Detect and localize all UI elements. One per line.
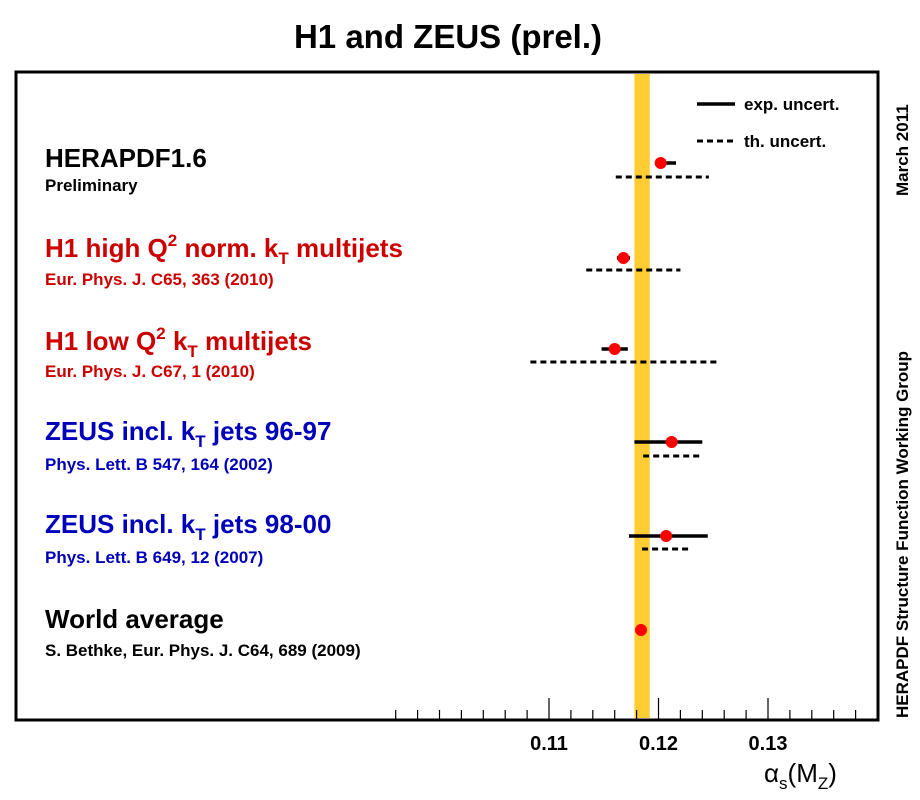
series-name: HERAPDF1.6 (45, 143, 207, 173)
series-reference: Eur. Phys. J. C65, 363 (2010) (45, 270, 274, 289)
side-note-bottom: HERAPDF Structure Function Working Group (893, 351, 912, 718)
x-tick-label: 0.12 (639, 733, 678, 755)
series-reference: Eur. Phys. J. C67, 1 (2010) (45, 362, 255, 381)
series-name: ZEUS incl. kT jets 98-00 (45, 509, 331, 544)
x-axis-label: αs(MZ) (764, 758, 837, 793)
series-reference: Phys. Lett. B 547, 164 (2002) (45, 455, 273, 474)
x-tick-label: 0.11 (530, 733, 568, 755)
data-point (665, 436, 678, 448)
data-point (608, 343, 621, 355)
series-name: H1 high Q2 norm. kT multijets (45, 231, 403, 268)
chart-title: H1 and ZEUS (prel.) (294, 18, 602, 55)
data-point (617, 252, 630, 264)
series-name: World average (45, 604, 224, 634)
world-average-band (634, 74, 650, 718)
legend-exp-label: exp. uncert. (744, 95, 839, 114)
series-reference: Preliminary (45, 176, 138, 195)
legend-th-label: th. uncert. (744, 132, 826, 151)
plot-frame (14, 70, 880, 722)
data-point (634, 624, 647, 636)
series-name: H1 low Q2 kT multijets (45, 324, 312, 361)
data-point (660, 530, 673, 542)
side-note-top: March 2011 (893, 104, 912, 196)
x-tick-label: 0.13 (749, 733, 788, 755)
series-name: ZEUS incl. kT jets 96-97 (45, 416, 331, 451)
data-point (654, 157, 667, 169)
series-reference: Phys. Lett. B 649, 12 (2007) (45, 548, 263, 567)
series-reference: S. Bethke, Eur. Phys. J. C64, 689 (2009) (45, 641, 361, 660)
